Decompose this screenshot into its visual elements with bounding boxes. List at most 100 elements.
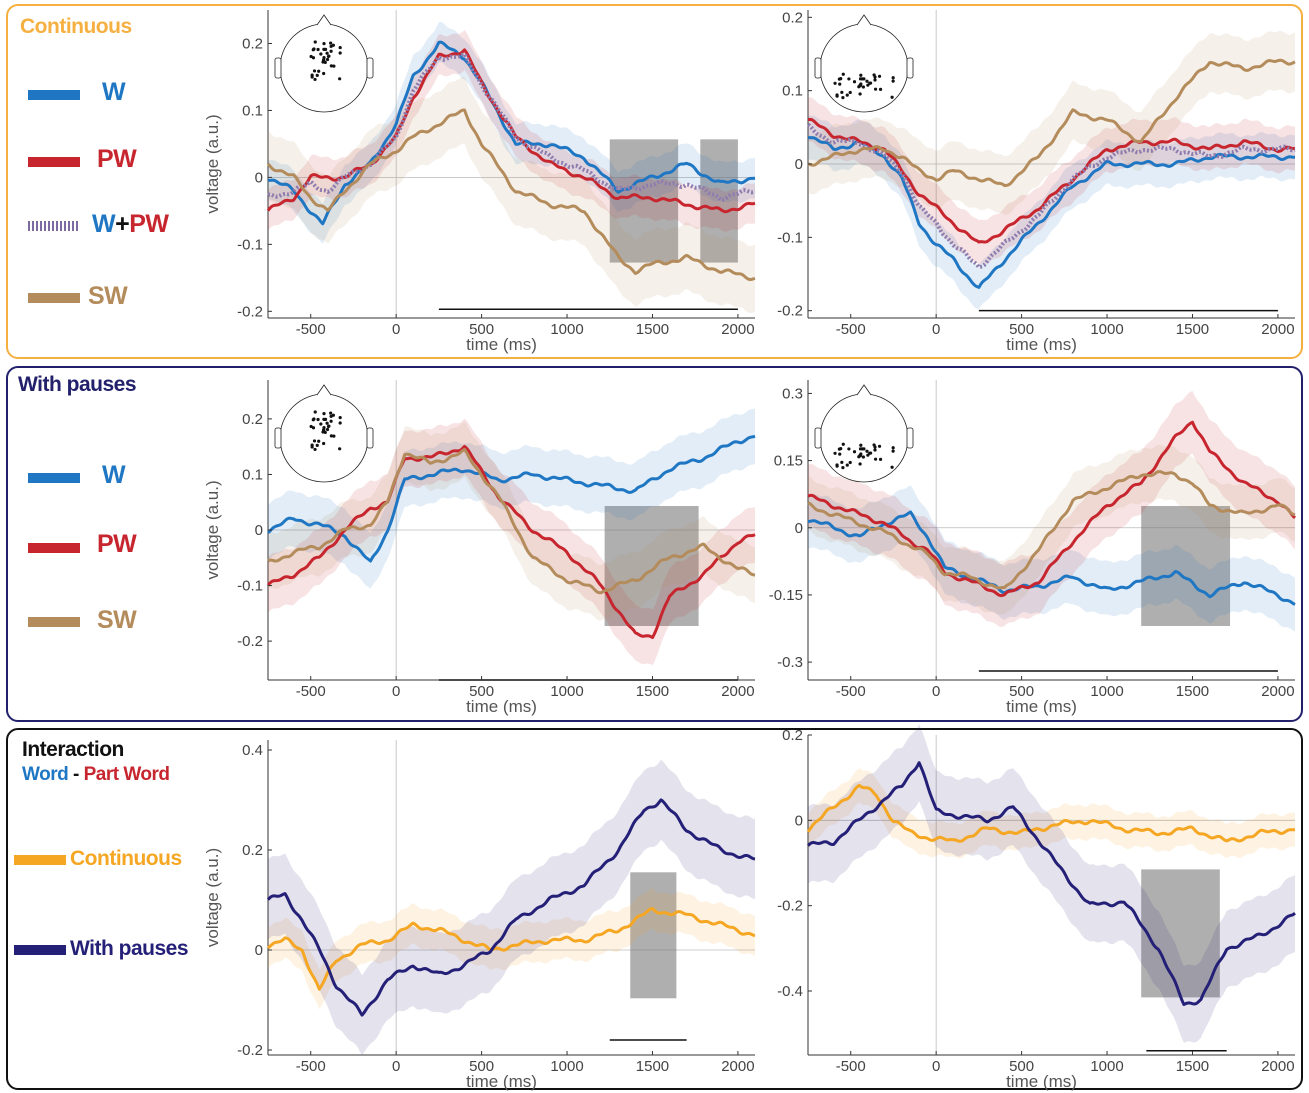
confidence-band-w [268,408,755,589]
topo-electrode [890,465,894,469]
x-tick-label: 0 [932,321,940,338]
interaction-title: Interaction [22,738,124,761]
topo-electrode [861,85,865,89]
y-tick-label: 0.2 [782,727,803,744]
x-axis-label: time (ms) [1006,335,1077,354]
topo-electrode [841,466,845,470]
topo-electrode [331,413,335,417]
topo-electrode [891,449,895,453]
significant-window [1141,506,1231,626]
topo-electrode [312,69,317,73]
y-tick-label: 0.15 [774,453,803,470]
series-line-sw [807,58,1296,188]
topo-electrode [312,47,316,51]
chart-pause-left: -500 0 500 1000 1500 2000 -0.2 -0.1 0 0.1 0.2 time … [203,380,756,716]
y-tick-label: 0 [255,169,263,186]
x-tick-label: 1500 [636,1058,669,1075]
topo-nose [856,14,872,26]
topo-electrode [316,417,320,422]
topo-electrode [877,444,882,448]
topo-electrode [312,439,317,443]
topo-electrode [833,451,837,455]
x-tick-label: 2000 [721,1058,754,1075]
y-tick-label: -0.2 [777,303,803,320]
topo-electrode [309,424,313,429]
topo-electrode [891,79,895,83]
significant-window [604,506,699,626]
topo-electrode [841,96,845,100]
interaction-subtitle: Word - Part Word [22,764,170,785]
topo-electrode [338,77,342,81]
y-tick-label: -0.1 [777,229,803,246]
topo-electrode [322,42,326,46]
topo-electrode [873,445,877,449]
series-line-continuous [267,907,756,991]
legend-swatch-pw [28,157,80,167]
x-axis-label: time (ms) [1006,697,1077,716]
x-tick-label: 1500 [1176,321,1209,338]
y-tick-label: -0.15 [769,587,803,604]
topo-electrode [848,90,852,95]
x-tick-label: 1500 [636,683,669,700]
series-line-sw [267,447,756,595]
series-line-sw [266,108,756,282]
confidence-band-w [808,485,1295,632]
topo-electrode [845,93,849,97]
topo-electrode [873,75,877,79]
y-axis-label: voltage (a.u.) [203,848,222,947]
topo-nose [316,14,332,26]
topo-electrode [313,40,317,44]
legend-label-sw: SW [97,606,137,634]
y-axis-label: voltage (a.u.) [203,480,222,579]
x-tick-label: -500 [296,1058,326,1075]
series-line-w [267,40,756,226]
topo-electrode [890,95,894,99]
topo-electrode [332,64,336,68]
topo-electrode [319,422,323,426]
topo-electrode [309,54,313,59]
topo-electrode [840,460,844,464]
topo-electrode [877,74,882,78]
x-tick-label: 1500 [1176,1058,1209,1075]
topo-electrode [865,449,869,453]
x-tick-label: 1000 [1090,321,1123,338]
x-tick-label: 2000 [1261,321,1294,338]
topo-nose [856,384,872,396]
x-tick-label: 1000 [550,1058,583,1075]
topo-electrode [316,47,320,52]
topo-electrode [873,87,878,91]
y-tick-label: -0.1 [237,578,263,595]
legend-swatch-continuous [14,855,66,865]
series-line-w [807,510,1296,606]
x-axis-label: time (ms) [466,1072,537,1091]
legend-swatch-sw [28,293,80,303]
topo-electrode [325,51,329,55]
topo-electrode [865,79,869,83]
topo-electrode [312,417,316,421]
confidence-band-continuous [808,768,1295,859]
topo-electrode [313,77,317,82]
x-tick-label: 500 [1009,1058,1034,1075]
legend-label-continuous: Continuous [70,847,182,870]
topo-head [819,393,909,483]
x-tick-label: 1000 [550,683,583,700]
topo-electrode [841,72,845,76]
topo-electrode [860,77,864,81]
y-tick-label: 0.2 [782,9,803,26]
x-tick-label: 500 [1009,683,1034,700]
confidence-band-sw [808,31,1295,215]
x-tick-label: 0 [392,1058,400,1075]
x-tick-label: 1000 [1090,1058,1123,1075]
topo-electrode [327,424,331,428]
x-tick-label: 2000 [1261,1058,1294,1075]
topo-electrode [310,445,314,449]
topo-electrode [338,51,342,55]
topo-electrode [891,76,895,80]
x-tick-label: 1000 [1090,683,1123,700]
topo-electrode [873,78,877,82]
y-tick-label: 0.4 [242,742,263,759]
x-axis-label: time (ms) [466,697,537,716]
x-tick-label: 2000 [721,321,754,338]
topo-electrode [868,451,873,455]
legend-label-with-pauses: With pauses [70,937,189,960]
